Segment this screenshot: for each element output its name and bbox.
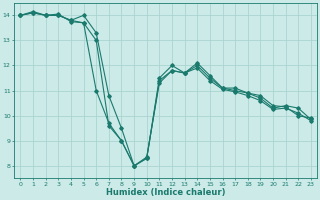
X-axis label: Humidex (Indice chaleur): Humidex (Indice chaleur) (106, 188, 225, 197)
